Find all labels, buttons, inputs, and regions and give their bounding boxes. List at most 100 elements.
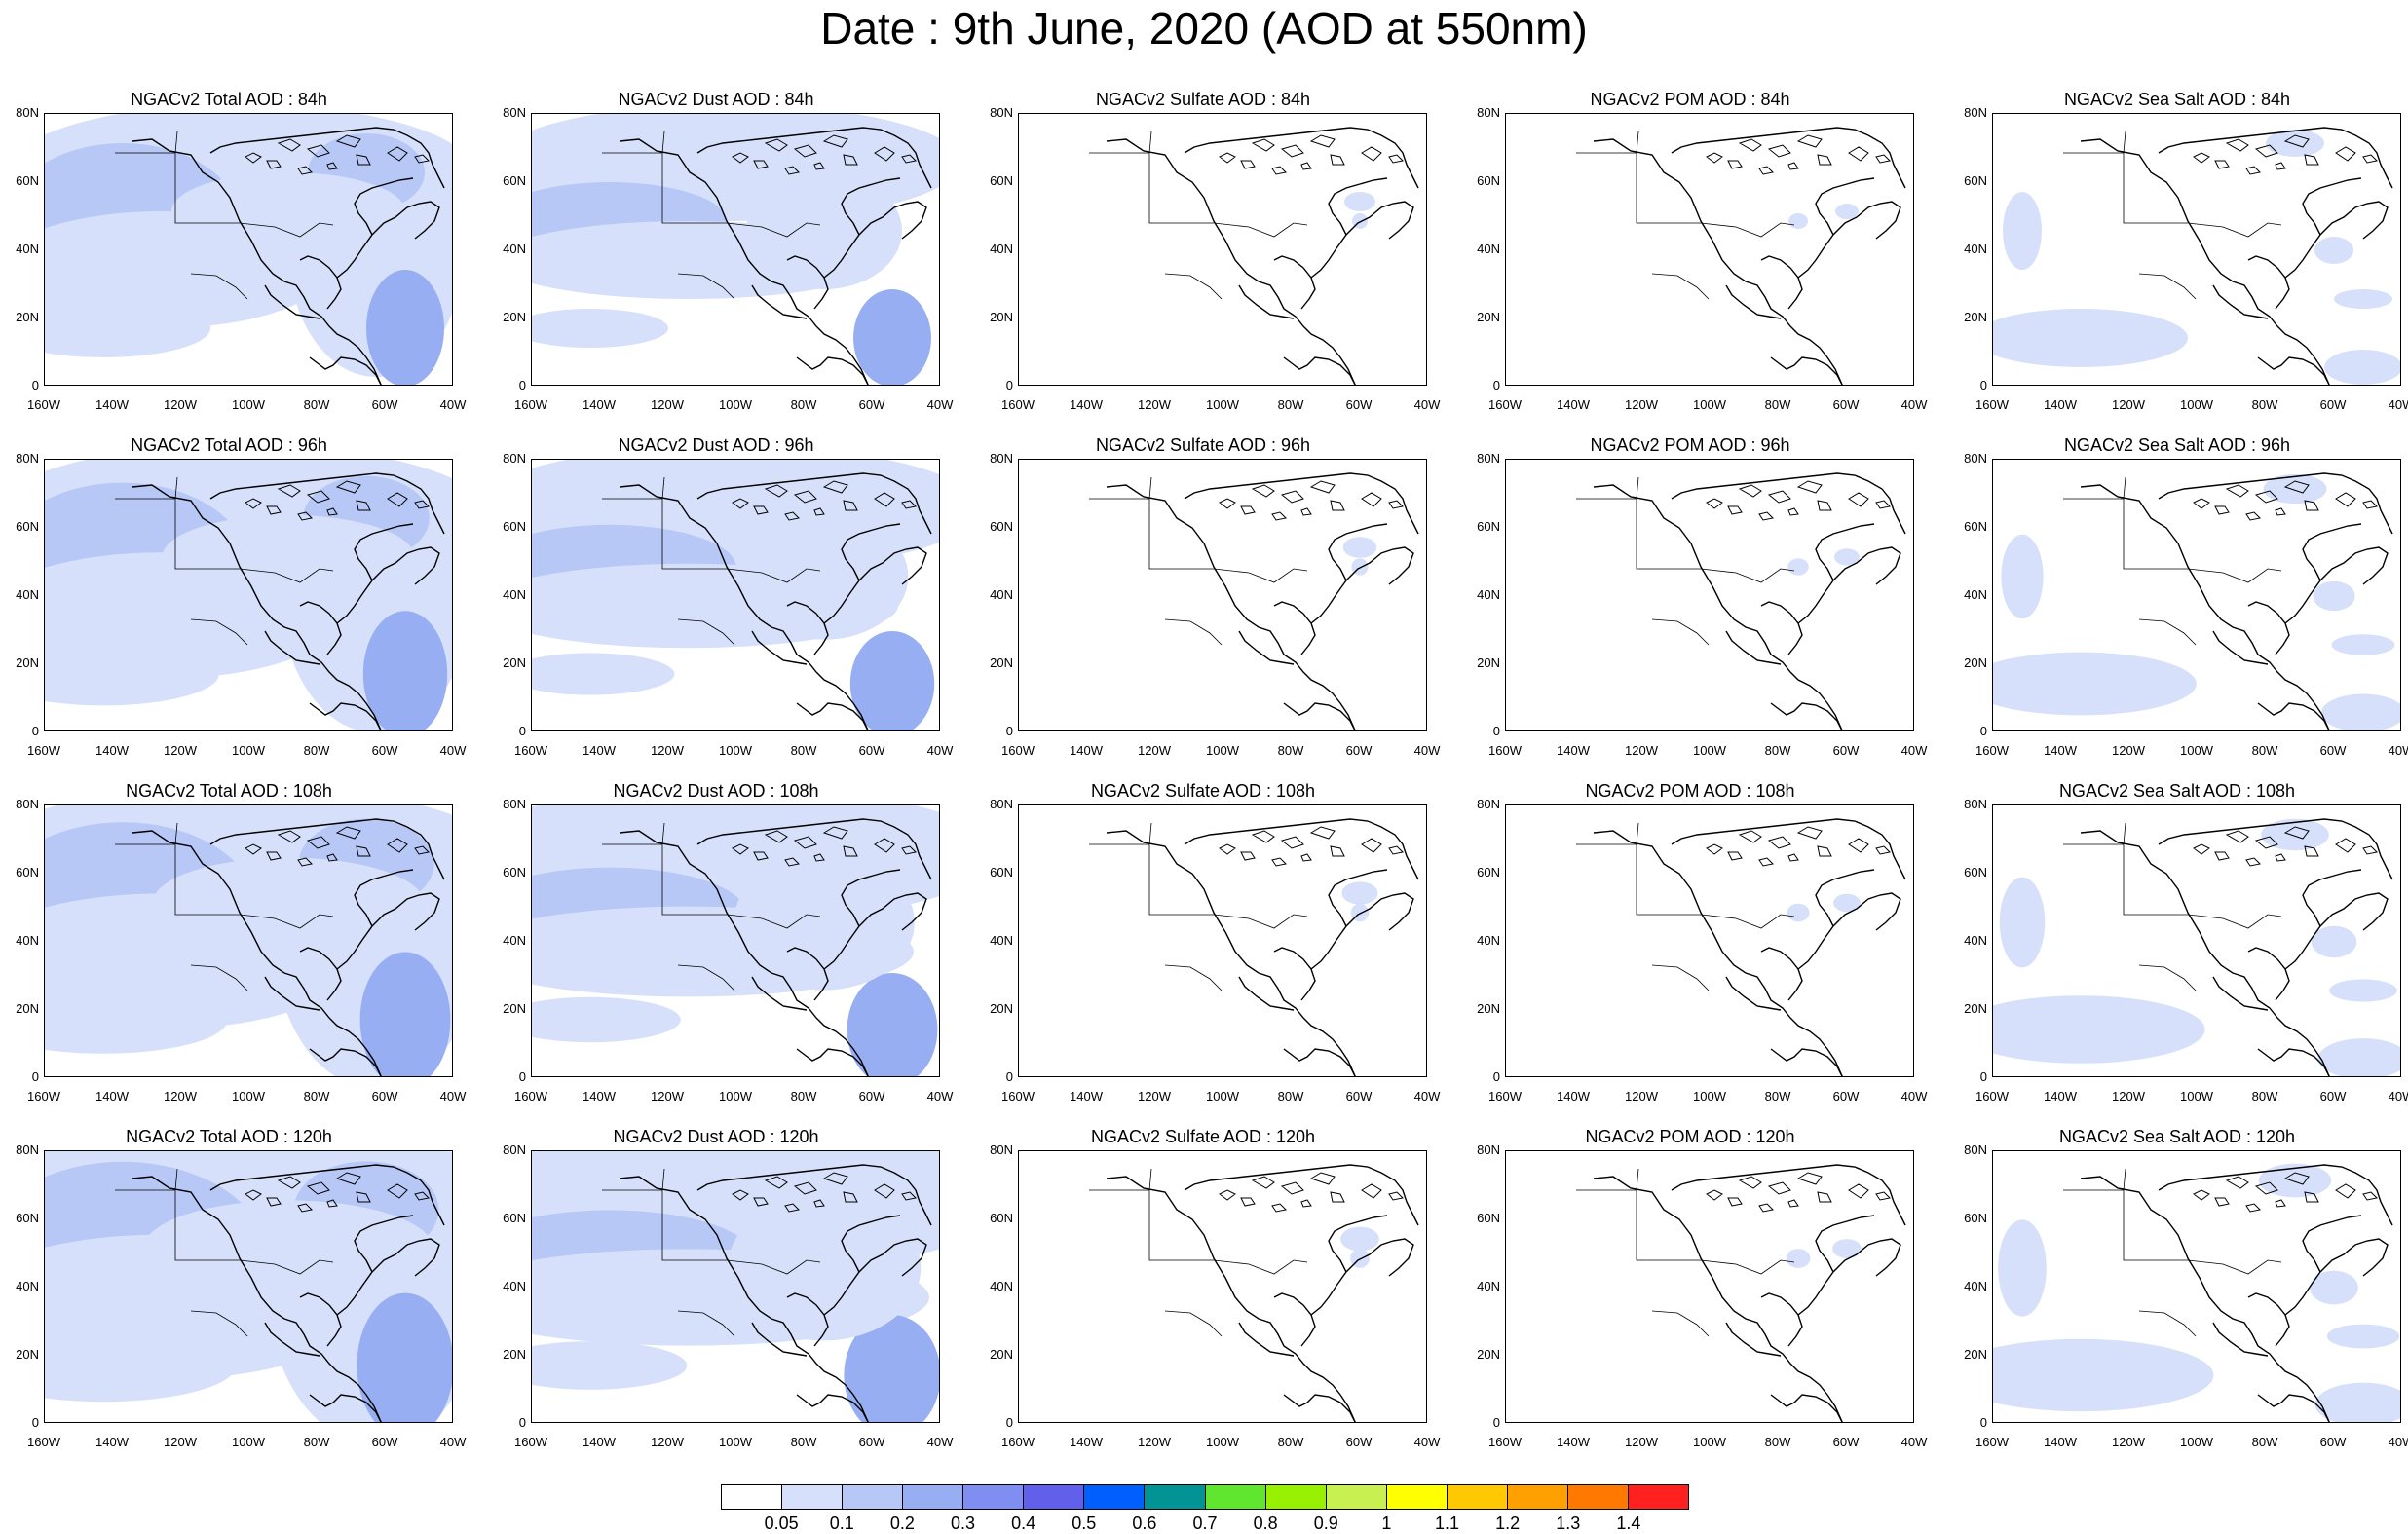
longitude-label: 80W [303, 743, 330, 758]
colorbar-swatch [1386, 1485, 1448, 1509]
map-panel: NGACv2 Total AOD : 84h 80N 60N 40N 20N 0 160W 1… [0, 90, 487, 426]
longitude-label: 80W [303, 1089, 330, 1104]
latitude-label: 0 [31, 1415, 39, 1430]
longitude-label: 80W [1764, 397, 1791, 412]
longitude-label: 120W [651, 743, 684, 758]
map-frame [531, 113, 940, 386]
latitude-label: 0 [1492, 724, 1500, 738]
longitude-label: 100W [1206, 397, 1239, 412]
longitude-label: 100W [719, 397, 752, 412]
longitude-label: 60W [371, 1089, 398, 1104]
colorbar-swatch [1628, 1485, 1688, 1509]
latitude-label: 80N [16, 1142, 39, 1157]
longitude-label: 80W [2251, 1435, 2278, 1449]
longitude-label: 120W [2112, 397, 2145, 412]
aod-region [2324, 350, 2400, 385]
arctic-islands [1706, 134, 1892, 175]
coastline [1593, 818, 1906, 1076]
longitude-label: 140W [1070, 397, 1103, 412]
country-border [1089, 131, 1308, 300]
aod-region [1342, 537, 1377, 558]
longitude-label: 80W [790, 743, 817, 758]
longitude-label: 60W [371, 397, 398, 412]
longitude-label: 120W [2112, 1435, 2145, 1449]
map-svg [1089, 818, 1419, 1076]
map-panel: NGACv2 Dust AOD : 96h 80N 60N 40N 20N 0 160W 14… [487, 435, 974, 771]
latitude-label: 80N [1477, 105, 1500, 120]
country-border [1089, 1168, 1308, 1337]
arctic-islands [1219, 134, 1405, 175]
colorbar-tick-label: 0.8 [1253, 1514, 1278, 1533]
aod-region [1999, 877, 2046, 968]
map-panel: NGACv2 Sulfate AOD : 108h 80N 60N 40N 20N 0 16… [974, 781, 1461, 1117]
longitude-label: 100W [232, 1435, 265, 1449]
latitude-label: 60N [503, 865, 526, 879]
latitude-label: 0 [1005, 1069, 1013, 1084]
latitude-label: 60N [503, 173, 526, 188]
longitude-label: 140W [95, 743, 129, 758]
aod-region [171, 172, 405, 250]
longitude-label: 80W [790, 1089, 817, 1104]
aod-region [734, 854, 915, 991]
aod-region [366, 270, 444, 385]
latitude-label: 20N [990, 1001, 1013, 1016]
colorbar-tick-label: 0.4 [1011, 1514, 1036, 1533]
coastline [2080, 127, 2393, 385]
longitude-label: 60W [2319, 1435, 2347, 1449]
aod-region [2320, 693, 2400, 730]
colorbar [721, 1484, 1689, 1510]
country-border [1576, 1168, 1795, 1337]
longitude-label: 100W [719, 1435, 752, 1449]
longitude-label: 60W [1832, 1435, 1860, 1449]
coastline [2080, 1164, 2393, 1422]
colorbar-swatch [1024, 1485, 1085, 1509]
latitude-label: 80N [990, 1142, 1013, 1157]
longitude-label: 40W [926, 1435, 954, 1449]
latitude-label: 0 [1979, 724, 1987, 738]
longitude-label: 160W [1975, 1435, 2009, 1449]
longitude-label: 40W [926, 743, 954, 758]
latitude-label: 40N [1964, 1279, 1987, 1293]
longitude-label: 60W [858, 397, 885, 412]
map-svg [1576, 127, 1906, 385]
longitude-label: 40W [1900, 743, 1928, 758]
panel-title: NGACv2 Total AOD : 120h [126, 1127, 332, 1146]
longitude-label: 160W [27, 1089, 60, 1104]
longitude-label: 120W [1138, 1089, 1171, 1104]
arctic-islands [2193, 826, 2379, 867]
latitude-label: 0 [31, 724, 39, 738]
latitude-label: 60N [1964, 519, 1987, 534]
latitude-label: 40N [1477, 587, 1500, 602]
map-panel: NGACv2 Dust AOD : 84h 80N 60N 40N 20N 0 160W 14… [487, 90, 974, 426]
longitude-label: 120W [164, 397, 197, 412]
longitude-label: 120W [1138, 743, 1171, 758]
colorbar-swatch [1326, 1485, 1387, 1509]
arctic-islands [732, 826, 918, 867]
latitude-label: 60N [503, 519, 526, 534]
country-border [1576, 822, 1795, 991]
longitude-label: 160W [1001, 397, 1035, 412]
longitude-label: 60W [1832, 1089, 1860, 1104]
aod-region [1788, 213, 1808, 229]
aod-region [1787, 903, 1810, 922]
arctic-islands [245, 1172, 431, 1213]
longitude-label: 40W [1413, 743, 1441, 758]
latitude-label: 20N [990, 1347, 1013, 1362]
aod-region [152, 857, 425, 949]
aod-region [2263, 473, 2327, 505]
country-border [2063, 822, 2282, 991]
latitude-label: 20N [1477, 310, 1500, 324]
latitude-label: 60N [503, 1211, 526, 1225]
latitude-label: 80N [1964, 105, 1987, 120]
aod-region [2334, 289, 2392, 309]
latitude-label: 40N [1964, 587, 1987, 602]
aod-region [1833, 893, 1861, 913]
arctic-islands [245, 826, 431, 867]
country-border [1576, 131, 1795, 300]
aod-region [2314, 1382, 2400, 1422]
map-panel: NGACv2 Sea Salt AOD : 108h 80N 60N 40N 20N 0 1… [1948, 781, 2408, 1117]
country-border [602, 131, 821, 300]
aod-region [45, 299, 210, 357]
longitude-label: 40W [439, 743, 467, 758]
longitude-label: 40W [2388, 1435, 2408, 1449]
